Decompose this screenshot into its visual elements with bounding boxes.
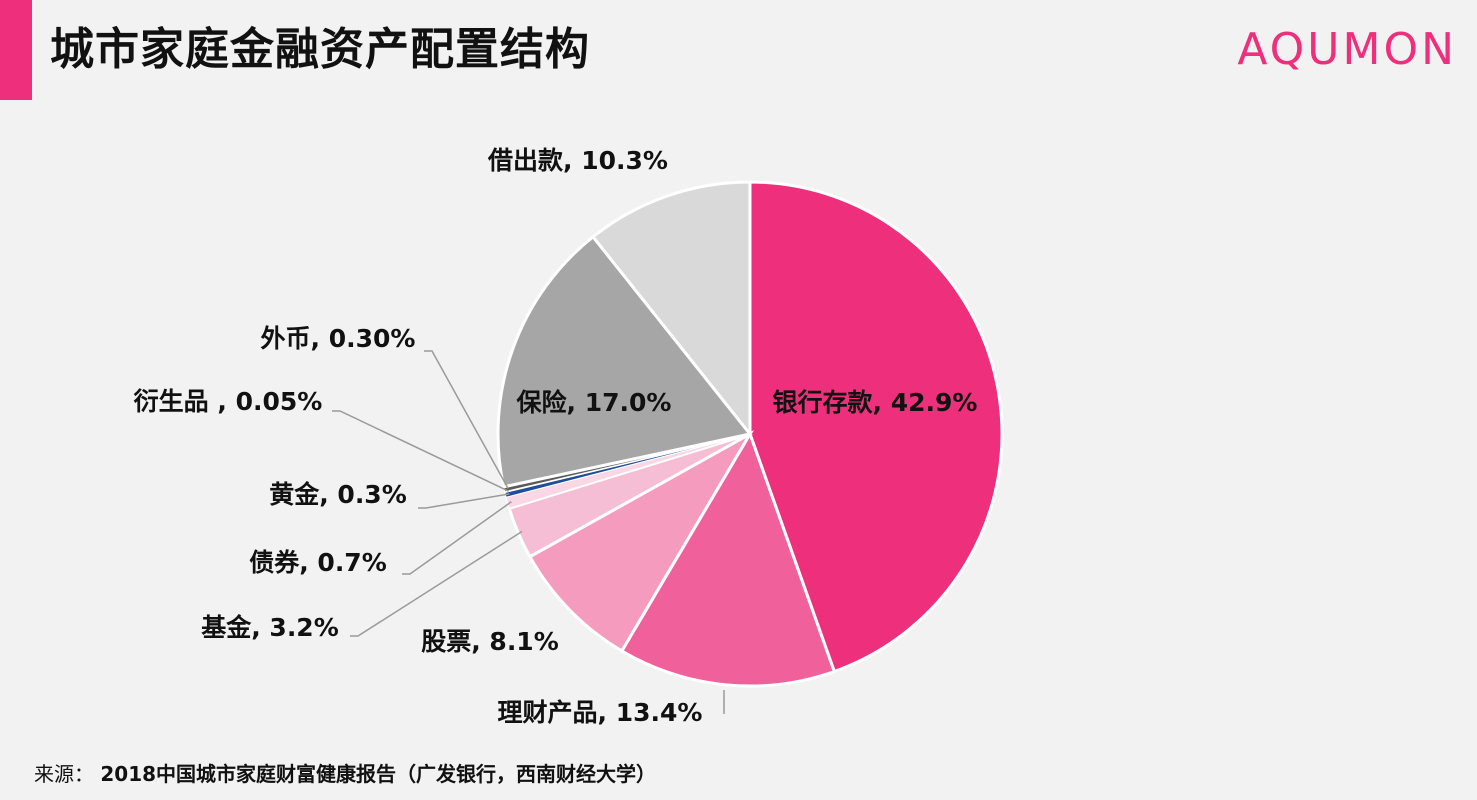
slice-labels: 银行存款, 42.9% 理财产品, 13.4% 股票, 8.1% 基金, 3.2% 债券…: [134, 146, 978, 727]
source-text: 2018中国城市家庭财富健康报告（广发银行，西南财经大学）: [100, 762, 657, 786]
slice-label-9: 保险, 17.0%: [516, 388, 672, 417]
slice-label-2: 理财产品, 13.4%: [498, 698, 703, 727]
pie-slice-2: [619, 430, 837, 688]
leader-line-8: [424, 350, 509, 489]
leader-line-4: [350, 530, 523, 637]
pie-slice-9: [496, 234, 753, 489]
slice-label-1: 银行存款, 42.9%: [773, 388, 978, 417]
slice-label-5: 债券, 0.7%: [249, 548, 387, 577]
leader-line-6: [418, 493, 510, 509]
pie-slice-1: [748, 180, 1004, 674]
pie-slices: [496, 180, 1004, 688]
brand-logo: AQUMON: [1237, 24, 1457, 75]
leader-line-7: [332, 410, 509, 492]
slice-label-6: 黄金, 0.3%: [269, 480, 407, 509]
pie-slice-10: [590, 180, 752, 439]
leader-lines: [332, 350, 725, 714]
source-label: 来源：: [34, 762, 94, 786]
slice-label-3: 股票, 8.1%: [421, 627, 559, 656]
slice-label-4: 基金, 3.2%: [201, 613, 339, 642]
leader-line-5: [402, 501, 512, 575]
title-accent-bar: [0, 0, 32, 100]
source-note: 来源： 2018中国城市家庭财富健康报告（广发银行，西南财经大学）: [34, 760, 656, 788]
slice-label-8: 外币, 0.30%: [261, 324, 416, 353]
page-title: 城市家庭金融资产配置结构: [50, 24, 590, 75]
slice-label-10: 借出款, 10.3%: [487, 146, 668, 175]
slice-label-7: 衍生品 , 0.05%: [134, 387, 323, 416]
pie-slice-3: [527, 429, 755, 654]
